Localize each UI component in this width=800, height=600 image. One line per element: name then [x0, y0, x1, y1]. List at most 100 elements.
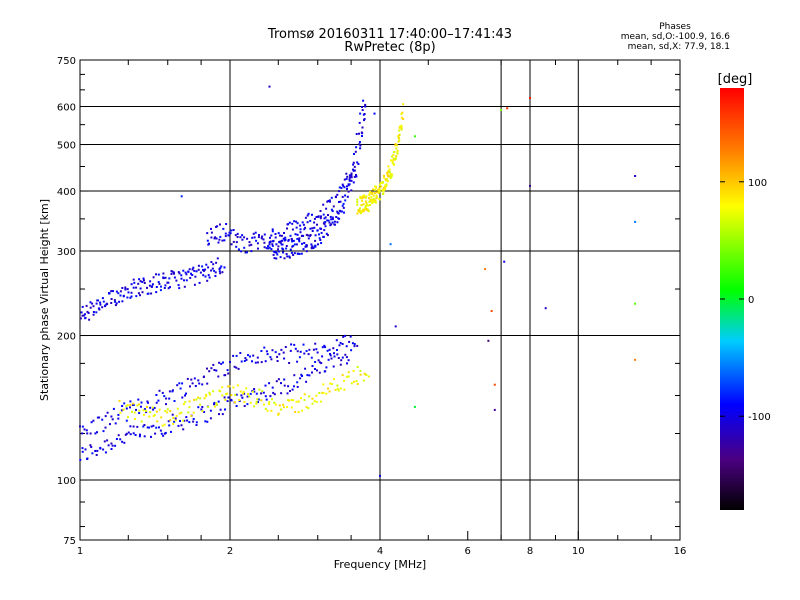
- trace-point-o: [314, 368, 316, 370]
- trace-point-x: [286, 406, 289, 408]
- trace-point-o: [353, 175, 356, 178]
- trace-point-o: [364, 105, 367, 108]
- trace-point-o: [201, 406, 204, 408]
- trace-point-o: [140, 405, 142, 408]
- trace-point-o: [178, 382, 181, 385]
- trace-point-o: [193, 377, 196, 380]
- trace-point-o: [119, 438, 122, 441]
- trace-point-o: [232, 354, 235, 357]
- trace-point-o: [336, 349, 338, 351]
- trace-point-o: [139, 433, 141, 436]
- trace-point-o: [191, 274, 194, 276]
- trace-point-o: [275, 243, 278, 246]
- trace-point-x: [359, 373, 362, 376]
- trace-point-x: [233, 401, 236, 404]
- trace-point-x: [365, 202, 368, 205]
- trace-point-o: [217, 400, 220, 403]
- trace-point-o: [342, 206, 345, 209]
- trace-point-o: [210, 227, 212, 230]
- trace-point-o: [307, 353, 310, 356]
- trace-point-o: [142, 425, 145, 428]
- trace-point-o: [129, 400, 132, 403]
- y-tick-label: 200: [57, 332, 76, 343]
- trace-point-o: [155, 286, 158, 288]
- trace-point-x: [382, 193, 384, 195]
- trace-point-x: [245, 387, 248, 390]
- trace-point-o: [255, 239, 258, 242]
- trace-point-x: [251, 390, 254, 393]
- y-tick-label: 600: [57, 103, 76, 114]
- trace-point-o: [320, 362, 323, 365]
- trace-point-o: [224, 374, 227, 377]
- trace-point-o: [252, 232, 255, 235]
- trace-point-o: [296, 381, 299, 384]
- trace-point-o: [99, 303, 102, 306]
- trace-point-o: [163, 395, 166, 398]
- trace-point-o: [262, 391, 265, 394]
- trace-point-x: [207, 405, 210, 408]
- trace-point-o: [317, 359, 320, 362]
- trace-point-x: [213, 405, 216, 408]
- trace-point-o: [355, 146, 358, 149]
- trace-point-o: [338, 186, 341, 189]
- chart-subtitle: RwPretec (8p): [344, 40, 436, 55]
- trace-point-o: [339, 200, 342, 203]
- trace-point-o: [197, 406, 200, 409]
- trace-point-o: [319, 210, 322, 212]
- trace-point-o: [348, 340, 351, 343]
- trace-point-o: [264, 384, 267, 387]
- trace-point-o: [358, 143, 361, 146]
- trace-point-x: [271, 398, 273, 401]
- trace-point-o: [225, 223, 228, 225]
- trace-point-o: [315, 348, 318, 351]
- trace-point-o: [218, 270, 221, 273]
- trace-point-o: [95, 454, 98, 456]
- trace-point-x: [329, 382, 332, 385]
- trace-point-o: [307, 234, 310, 237]
- trace-point-o: [235, 245, 238, 248]
- trace-point-o: [322, 235, 325, 238]
- trace-point-o: [224, 408, 226, 411]
- trace-point-x: [277, 412, 280, 415]
- trace-point-o: [269, 241, 272, 243]
- trace-point-o: [167, 287, 170, 290]
- trace-point-o: [104, 415, 107, 418]
- trace-point-o: [132, 404, 135, 406]
- trace-point-o: [102, 300, 105, 303]
- trace-point-o: [293, 220, 296, 223]
- trace-point-o: [95, 311, 98, 314]
- trace-point-o: [215, 237, 218, 240]
- trace-point-o: [327, 214, 329, 216]
- trace-point-x: [234, 393, 237, 396]
- trace-point-x: [153, 414, 156, 416]
- trace-point-o: [102, 430, 105, 433]
- trace-point-o: [279, 256, 282, 259]
- trace-point-x: [347, 371, 350, 374]
- trace-point-x: [282, 406, 285, 409]
- trace-point-x: [373, 192, 376, 195]
- trace-point-o: [329, 353, 331, 355]
- trace-point-o: [137, 292, 140, 295]
- trace-point-o: [224, 232, 227, 235]
- trace-point-o: [161, 391, 164, 394]
- trace-point-o: [268, 246, 271, 249]
- trace-point-x: [337, 389, 340, 392]
- trace-point-x: [371, 202, 374, 204]
- trace-point-x: [172, 422, 175, 425]
- trace-point-o: [350, 179, 353, 182]
- trace-point-o: [293, 385, 295, 388]
- trace-point-o: [306, 214, 309, 217]
- trace-point-x: [398, 139, 401, 142]
- trace-point-o: [302, 343, 305, 346]
- trace-point-x: [143, 413, 145, 416]
- trace-point-o: [299, 350, 302, 353]
- trace-point-o: [197, 264, 200, 267]
- trace-point-o: [307, 212, 310, 215]
- trace-point-o: [278, 250, 281, 253]
- trace-point-o: [139, 294, 141, 297]
- trace-point-o: [304, 226, 307, 229]
- trace-point-o: [157, 281, 160, 283]
- trace-point-x: [127, 416, 129, 419]
- trace-point-o: [86, 310, 89, 313]
- trace-point-o: [119, 290, 122, 293]
